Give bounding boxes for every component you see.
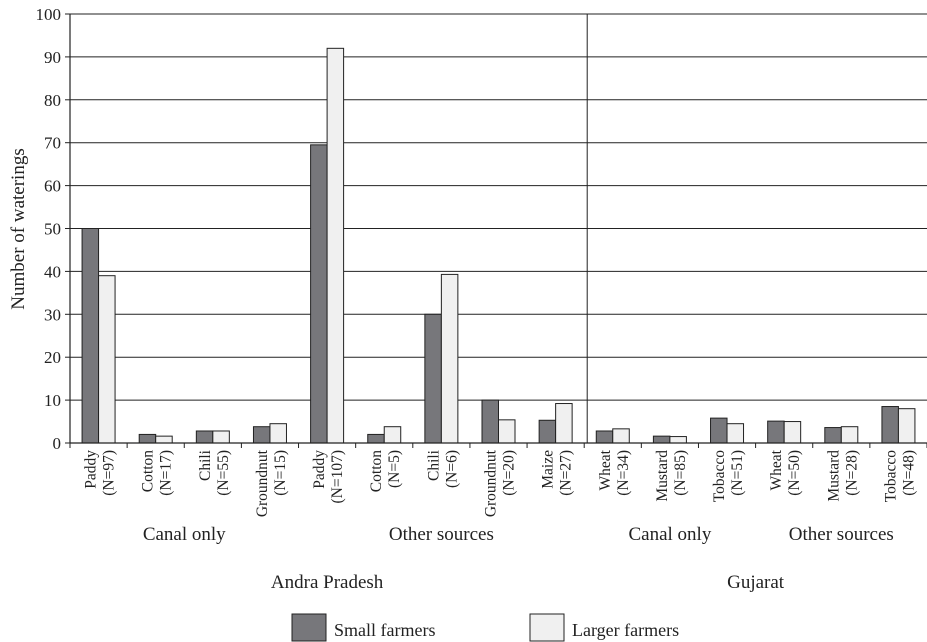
- x-category-label: Paddy(N=97): [83, 450, 118, 496]
- bar-larger-farmers: [669, 436, 687, 444]
- y-tick-label: 60: [44, 177, 61, 196]
- subgroup-label: Other sources: [789, 524, 894, 545]
- x-category-label: Chili(N=55): [197, 449, 232, 495]
- y-tick-label: 0: [53, 434, 62, 453]
- bar-larger-farmers: [897, 408, 916, 444]
- bar-small-farmers: [195, 430, 214, 444]
- x-category-label: Tobacco(N=51): [711, 450, 746, 503]
- y-tick-label: 80: [44, 91, 61, 110]
- bar-larger-farmers: [383, 426, 402, 444]
- subgroup-label: Canal only: [143, 524, 226, 545]
- legend-swatch: [291, 613, 327, 642]
- bar-small-farmers: [252, 426, 271, 444]
- subgroup-label: Other sources: [389, 524, 494, 545]
- bars: [81, 47, 916, 444]
- y-tick-label: 30: [44, 305, 61, 324]
- x-category-label: Groundnut(N=15): [254, 449, 289, 517]
- legend-label: Larger farmers: [572, 620, 679, 640]
- bar-small-farmers: [824, 427, 842, 444]
- bar-larger-farmers: [498, 419, 516, 444]
- x-category-label: Wheat(N=50): [768, 449, 803, 495]
- grid-lines: [70, 13, 927, 444]
- bar-larger-farmers: [612, 428, 630, 444]
- y-tick-label: 20: [44, 348, 61, 367]
- y-tick-label: 40: [44, 262, 61, 281]
- bar-larger-farmers: [783, 421, 802, 444]
- group-label: Gujarat: [727, 572, 785, 593]
- bar-larger-farmers: [555, 403, 573, 444]
- x-category-label: Tobacco(N=48): [882, 450, 917, 503]
- legend-label: Small farmers: [334, 620, 435, 640]
- x-category-label: Mustard(N=28): [825, 450, 860, 502]
- y-tick-label: 100: [36, 5, 62, 24]
- subgroup-label: Canal only: [628, 524, 711, 545]
- y-tick-label: 10: [44, 391, 61, 410]
- bar-larger-farmers: [155, 435, 173, 444]
- x-category-label: Wheat(N=34): [597, 449, 632, 495]
- x-category-label: Chili(N=6): [425, 449, 460, 488]
- subgroup-labels: Canal only Other sources Canal only Other s…: [143, 524, 894, 545]
- bar-small-farmers: [138, 433, 157, 444]
- y-axis-title: Number of waterings: [8, 148, 29, 309]
- y-tick-label: 90: [44, 48, 61, 67]
- bar-larger-farmers: [326, 47, 345, 444]
- y-tick-label: 70: [44, 134, 61, 153]
- x-category-label: Paddy(N=107): [311, 450, 346, 504]
- x-category-labels: Paddy(N=97) Cotton(N=17) Chili(N=55) Ground…: [83, 449, 918, 517]
- x-category-label: Cotton(N=5): [368, 450, 403, 492]
- bar-small-farmers: [881, 406, 899, 444]
- x-category-label: Maize(N=27): [540, 450, 575, 496]
- bar-small-farmers: [81, 228, 100, 444]
- group-labels: Andra Pradesh Gujarat: [271, 572, 785, 593]
- group-label: Andra Pradesh: [271, 572, 384, 593]
- bar-larger-farmers: [440, 273, 459, 444]
- bar-small-farmers: [538, 419, 557, 444]
- legend-swatch: [529, 613, 565, 642]
- bar-small-farmers: [367, 433, 385, 444]
- bar-small-farmers: [767, 420, 785, 444]
- bar-small-farmers: [710, 417, 728, 444]
- x-category-label: Mustard(N=85): [654, 450, 689, 502]
- y-tick-label: 50: [44, 220, 61, 239]
- bar-larger-farmers: [726, 423, 745, 444]
- y-tick-labels: 0 10 20 30 40 50 60 70 80 90 100: [36, 5, 62, 453]
- bar-small-farmers: [310, 144, 328, 444]
- bar-larger-farmers: [212, 430, 230, 444]
- bar-small-farmers: [652, 435, 671, 444]
- bar-small-farmers: [595, 430, 614, 444]
- bar-small-farmers: [481, 399, 499, 444]
- legend: Small farmers Larger farmers: [291, 613, 679, 642]
- bar-larger-farmers: [98, 275, 116, 444]
- bar-small-farmers: [424, 313, 442, 444]
- axes: [65, 13, 927, 448]
- x-category-label: Cotton(N=17): [140, 450, 175, 496]
- bar-larger-farmers: [840, 426, 859, 444]
- bar-larger-farmers: [269, 423, 287, 444]
- x-category-label: Groundnut(N=20): [483, 449, 518, 517]
